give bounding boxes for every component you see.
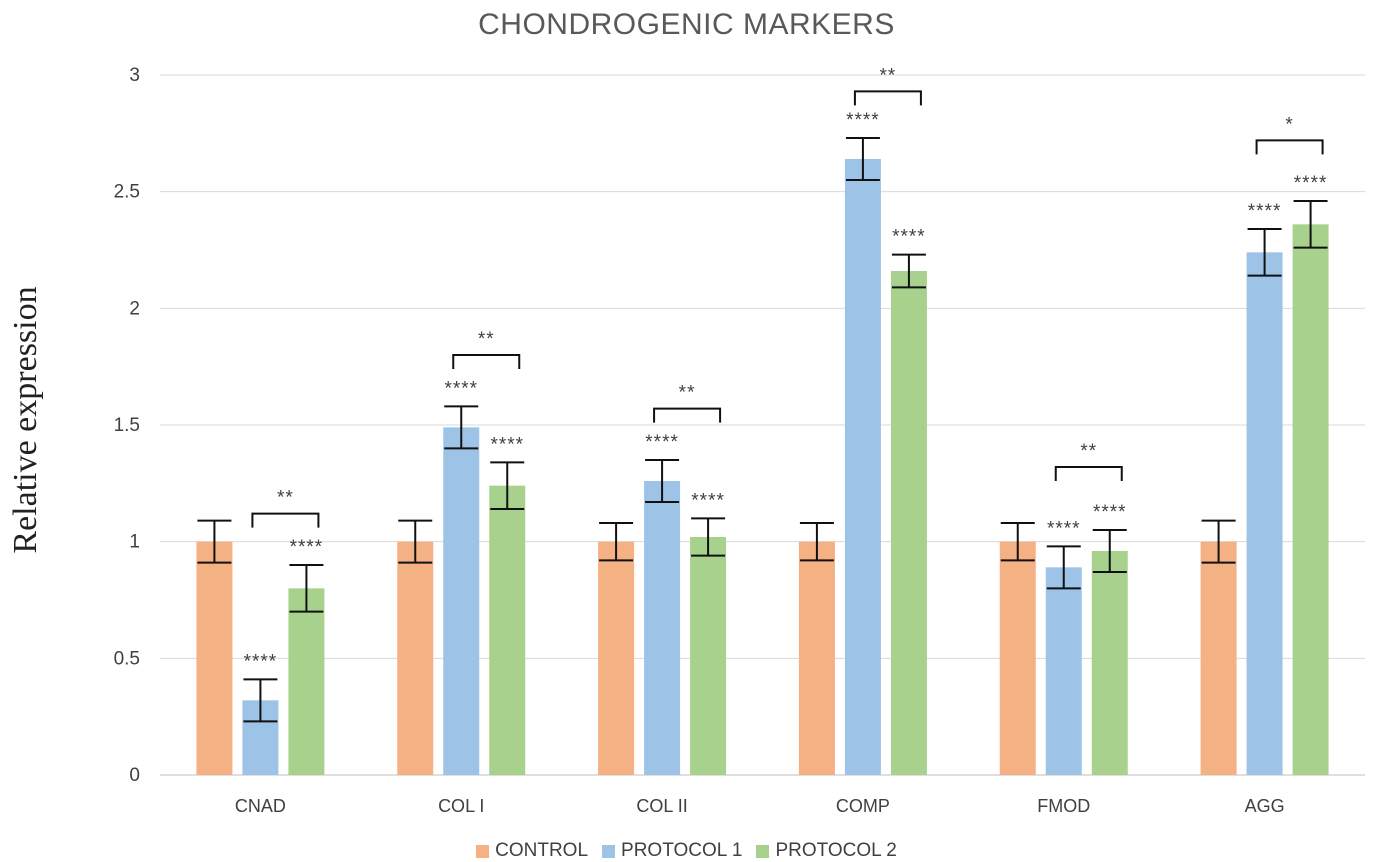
legend-swatch-protocol-2: [756, 844, 770, 858]
legend-label-protocol-1: PROTOCOL 1: [621, 840, 743, 861]
comparison-label-fmod: **: [1080, 441, 1097, 462]
bar-agg-protocol-2: [1292, 224, 1329, 776]
significance-label-col-ii-protocol-2: ****: [691, 490, 725, 511]
comparison-label-cnad: **: [277, 488, 294, 509]
x-tick-label-fmod: FMOD: [1037, 796, 1090, 816]
comparison-label-col-ii: **: [679, 383, 696, 404]
bar-cnad-control: [196, 541, 233, 775]
legend: CONTROL PROTOCOL 1 PROTOCOL 2: [0, 840, 1373, 862]
error-bar-col-ii-control: [599, 522, 634, 562]
comparison-bracket-col-i: [452, 354, 521, 369]
comparison-label-comp: **: [880, 65, 897, 86]
x-tick-label-cnad: CNAD: [235, 796, 286, 816]
bar-agg-control: [1200, 541, 1237, 775]
error-bar-cnad-protocol-2: [289, 564, 324, 613]
x-tick-label-comp: COMP: [836, 796, 890, 816]
error-bar-agg-control: [1201, 519, 1236, 564]
significance-label-fmod-protocol-2: ****: [1093, 502, 1127, 523]
bar-comp-protocol-2: [890, 271, 927, 775]
comparison-bracket-fmod: [1054, 466, 1123, 481]
comparison-bracket-agg: [1255, 139, 1324, 155]
error-bar-comp-protocol-2: [891, 253, 926, 289]
legend-item-protocol-1: PROTOCOL 1: [602, 840, 742, 862]
error-bar-col-i-protocol-2: [490, 461, 525, 510]
y-tick-label: 3: [129, 65, 140, 86]
legend-swatch-protocol-1: [602, 844, 616, 858]
y-tick-label: 1.5: [114, 415, 140, 436]
legend-label-control: CONTROL: [495, 840, 589, 861]
bar-col-ii-control: [598, 541, 635, 775]
bar-fmod-protocol-2: [1091, 551, 1128, 775]
significance-label-col-ii-protocol-1: ****: [645, 432, 679, 453]
significance-label-cnad-protocol-2: ****: [290, 537, 324, 558]
bar-col-i-protocol-1: [443, 427, 480, 775]
significance-label-col-i-protocol-2: ****: [490, 434, 524, 455]
bar-col-i-control: [397, 541, 434, 775]
legend-item-protocol-2: PROTOCOL 2: [756, 840, 897, 862]
significance-label-cnad-protocol-1: ****: [244, 651, 278, 672]
error-bar-col-i-control: [398, 519, 433, 564]
legend-item-control: CONTROL: [476, 840, 588, 862]
chart-title: CHONDROGENIC MARKERS: [478, 8, 895, 41]
error-bar-col-ii-protocol-2: [691, 517, 726, 557]
bar-col-i-protocol-2: [489, 485, 526, 775]
error-bar-cnad-protocol-1: [243, 678, 278, 723]
error-bar-fmod-protocol-1: [1046, 545, 1081, 590]
error-bar-col-i-protocol-1: [444, 405, 479, 450]
y-tick-label: 2.5: [114, 182, 140, 203]
y-tick-label: 2: [129, 298, 140, 319]
x-tick-label-col-i: COL I: [438, 796, 484, 816]
error-bar-comp-control: [799, 522, 834, 562]
significance-label-comp-protocol-2: ****: [892, 227, 926, 248]
bar-comp-control: [798, 541, 835, 775]
comparison-bracket-comp: [853, 90, 922, 106]
bar-col-ii-protocol-2: [690, 537, 727, 775]
error-bar-col-ii-protocol-1: [645, 459, 680, 503]
bar-fmod-protocol-1: [1045, 567, 1082, 775]
significance-label-agg-protocol-1: ****: [1248, 201, 1282, 222]
y-tick-label: 0.5: [114, 648, 140, 669]
comparison-bracket-col-ii: [653, 407, 722, 423]
x-tick-label-col-ii: COL II: [636, 796, 687, 816]
x-tick-label-agg: AGG: [1245, 796, 1285, 816]
bar-agg-protocol-1: [1246, 252, 1283, 776]
significance-label-col-i-protocol-1: ****: [444, 378, 478, 399]
error-bar-fmod-protocol-2: [1092, 529, 1127, 573]
error-bar-comp-protocol-1: [845, 137, 880, 181]
y-tick-label: 0: [129, 765, 140, 786]
y-tick-label: 1: [129, 532, 140, 553]
significance-label-comp-protocol-1: ****: [846, 110, 880, 131]
bar-fmod-control: [999, 541, 1036, 775]
comparison-label-col-i: **: [478, 329, 495, 350]
comparison-label-agg: *: [1285, 114, 1293, 135]
significance-label-agg-protocol-2: ****: [1294, 173, 1328, 194]
bar-col-ii-protocol-1: [644, 481, 681, 775]
comparison-bracket-cnad: [251, 512, 320, 528]
legend-label-protocol-2: PROTOCOL 2: [775, 840, 897, 861]
bar-comp-protocol-1: [844, 159, 881, 775]
legend-swatch-control: [476, 844, 490, 858]
error-bar-fmod-control: [1000, 522, 1035, 562]
error-bar-agg-protocol-1: [1247, 228, 1282, 277]
significance-label-fmod-protocol-1: ****: [1047, 518, 1081, 539]
error-bar-agg-protocol-2: [1293, 200, 1328, 249]
error-bar-cnad-control: [197, 519, 232, 564]
bar-cnad-protocol-2: [288, 588, 325, 775]
